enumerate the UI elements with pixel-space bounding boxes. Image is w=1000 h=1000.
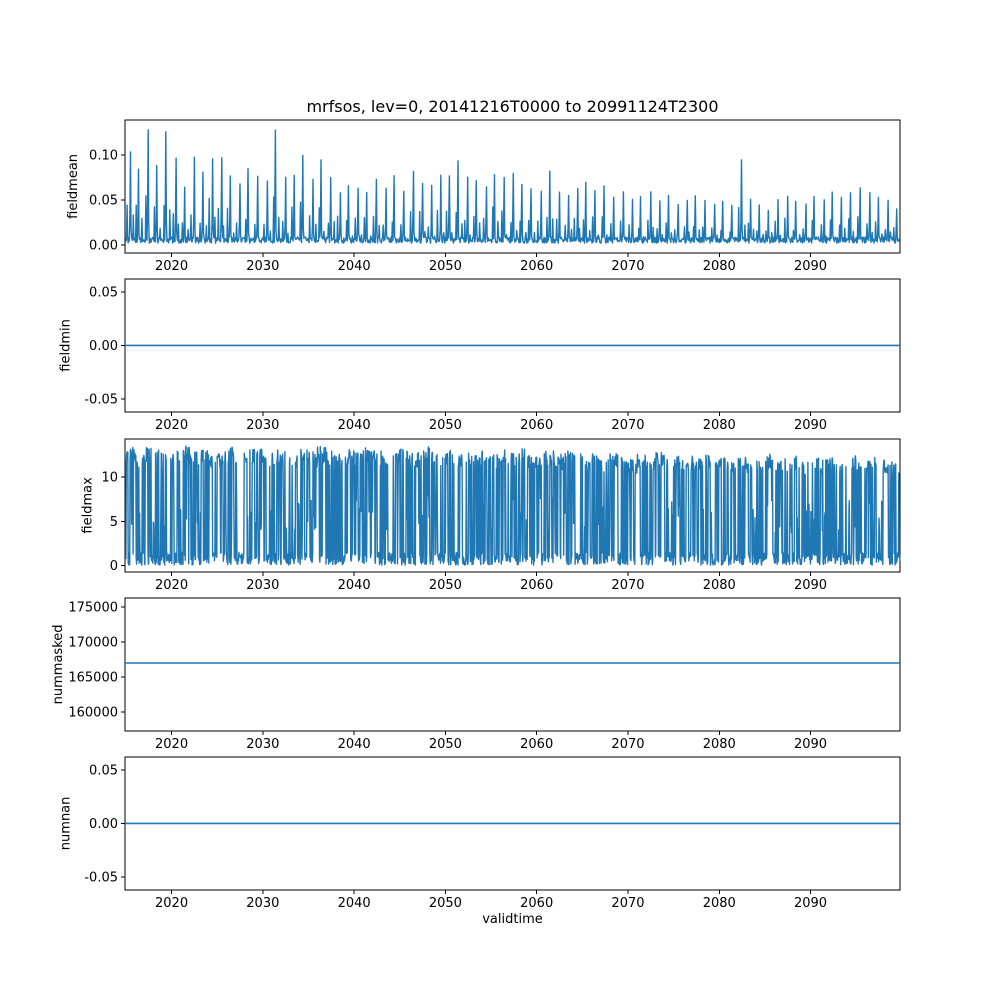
y-tick-label: 0.00 (89, 339, 118, 354)
y-axis-label-numnan: numnan (59, 797, 74, 851)
y-tick-label: 170000 (68, 636, 118, 651)
x-tick-label: 2090 (794, 418, 827, 433)
y-tick-label: 0.05 (89, 194, 118, 209)
x-tick-label: 2050 (429, 578, 462, 593)
y-axis-label-fieldmean: fieldmean (66, 154, 81, 219)
fieldmean-line (125, 129, 901, 244)
x-tick-label: 2040 (338, 578, 371, 593)
x-tick-label: 2090 (794, 259, 827, 274)
fieldmax-line (125, 445, 901, 566)
x-tick-label: 2090 (794, 578, 827, 593)
x-tick-label: 2020 (155, 259, 188, 274)
x-tick-label: 2020 (155, 737, 188, 752)
x-tick-label: 2020 (155, 896, 188, 911)
x-tick-label: 2020 (155, 418, 188, 433)
subplot-fieldmean: 0.00 0.05 0.10 2020 2030 2040 2050 2060 2070 2080… (66, 119, 901, 274)
x-tick-label: 2050 (429, 896, 462, 911)
y-tick-label: -0.05 (84, 871, 118, 886)
y-axis-label-fieldmin: fieldmin (59, 319, 74, 372)
y-axis-label-nummasked: nummasked (51, 625, 66, 705)
x-tick-label: 2070 (611, 418, 644, 433)
x-tick-label: 2040 (338, 896, 371, 911)
axes-frame (124, 438, 901, 573)
x-tick-label: 2050 (429, 737, 462, 752)
x-tick-label: 2060 (520, 259, 553, 274)
x-tick-label: 2030 (246, 259, 279, 274)
y-tick-label: 0.00 (89, 817, 118, 832)
x-tick-label: 2040 (338, 259, 371, 274)
x-tick-label: 2080 (703, 418, 736, 433)
y-axis-label-fieldmax: fieldmax (80, 477, 95, 534)
x-tick-label: 2060 (520, 578, 553, 593)
x-axis-label: validtime (482, 912, 543, 927)
x-tick-label: 2090 (794, 737, 827, 752)
y-tick-label: 0.05 (89, 286, 118, 301)
subplot-nummasked: 160000 165000 170000 175000 2020 2030 2040 2050… (51, 597, 901, 752)
x-tick-label: 2060 (520, 418, 553, 433)
y-tick-label: 0 (110, 559, 118, 574)
x-tick-label: 2080 (703, 896, 736, 911)
subplot-fieldmin: -0.05 0.00 0.05 2020 2030 2040 2050 2060 2070 208… (59, 278, 901, 433)
x-tick-label: 2090 (794, 896, 827, 911)
x-tick-label: 2070 (611, 896, 644, 911)
subplot-fieldmax: 0 5 10 2020 2030 2040 2050 2060 2070 2080 2090 fiel… (80, 438, 901, 593)
y-tick-label: 165000 (68, 671, 118, 686)
x-tick-label: 2030 (246, 578, 279, 593)
x-tick-label: 2050 (429, 259, 462, 274)
x-tick-label: 2070 (611, 259, 644, 274)
y-tick-label: 0.00 (89, 238, 118, 253)
y-tick-label: 160000 (68, 706, 118, 721)
x-tick-label: 2040 (338, 737, 371, 752)
x-tick-label: 2030 (246, 737, 279, 752)
x-tick-label: 2040 (338, 418, 371, 433)
axes-frame (124, 597, 901, 732)
x-tick-label: 2050 (429, 418, 462, 433)
x-tick-label: 2080 (703, 737, 736, 752)
y-tick-label: 175000 (68, 601, 118, 616)
x-tick-label: 2080 (703, 259, 736, 274)
x-tick-label: 2080 (703, 578, 736, 593)
x-tick-label: 2070 (611, 578, 644, 593)
x-tick-label: 2030 (246, 896, 279, 911)
axes-frame (124, 119, 901, 254)
x-tick-label: 2060 (520, 896, 553, 911)
y-tick-label: 0.10 (89, 149, 118, 164)
x-tick-label: 2060 (520, 737, 553, 752)
y-tick-label: 0.05 (89, 764, 118, 779)
x-tick-label: 2020 (155, 578, 188, 593)
figure-title: mrfsos, lev=0, 20141216T0000 to 20991124… (306, 97, 719, 116)
x-tick-label: 2070 (611, 737, 644, 752)
y-tick-label: 10 (101, 470, 118, 485)
x-tick-label: 2030 (246, 418, 279, 433)
y-tick-label: 5 (110, 515, 118, 530)
y-tick-label: -0.05 (84, 393, 118, 408)
subplot-numnan: -0.05 0.00 0.05 2020 2030 2040 2050 2060 2070 208… (59, 756, 901, 911)
